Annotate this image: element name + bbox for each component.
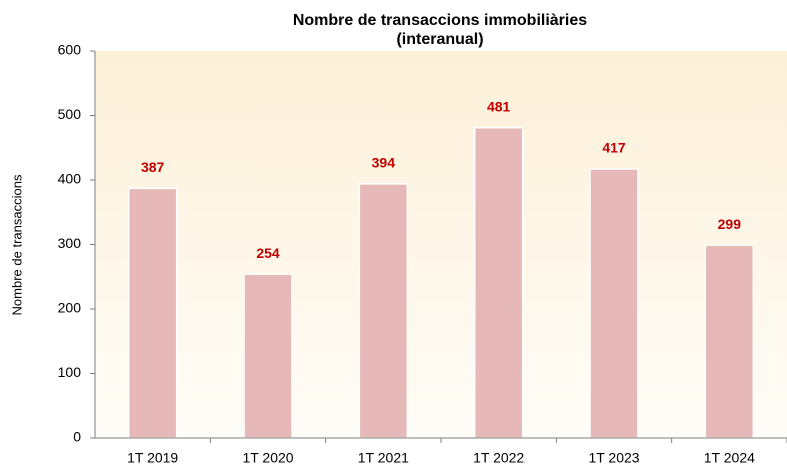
bar [243,273,293,439]
x-tick-label: 1T 2024 [704,450,755,465]
data-label: 299 [718,216,742,232]
y-tick-label: 500 [58,106,82,122]
bar [473,127,524,439]
bar [127,187,178,439]
x-tick-label: 1T 2019 [127,450,178,465]
x-tick-label: 1T 2020 [242,450,293,465]
chart-title: (interanual) [396,31,483,48]
bar [358,183,409,439]
y-tick-label: 400 [58,171,82,187]
data-label: 254 [256,245,280,261]
data-label: 417 [602,140,626,156]
y-tick-label: 300 [58,235,82,251]
x-tick-label: 1T 2022 [473,450,524,465]
bar [704,244,755,439]
y-axis-label: Nombre de transaccions [9,174,24,315]
chart-title: Nombre de transaccions immobiliàries [293,12,587,29]
y-tick-label: 600 [58,42,82,58]
y-tick-label: 100 [58,364,82,380]
y-tick-label: 0 [73,429,81,445]
plot-area [95,51,787,438]
x-tick-label: 1T 2021 [358,450,409,465]
y-tick-label: 200 [58,300,82,316]
bar [589,168,639,439]
x-tick-label: 1T 2023 [588,450,639,465]
data-label: 481 [487,98,511,114]
data-label: 387 [141,159,165,175]
data-label: 394 [372,155,396,171]
